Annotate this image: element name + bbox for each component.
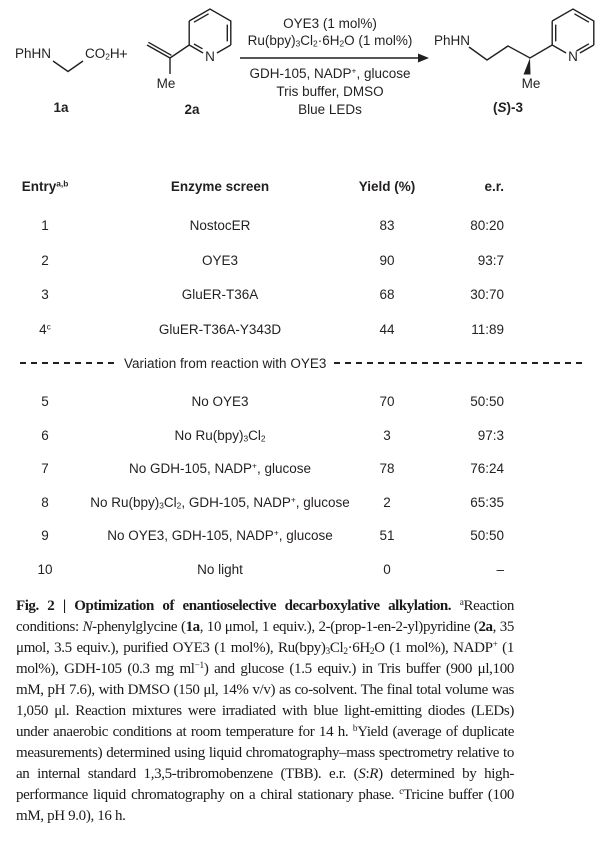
condition-below-2: Tris buffer, DMSO [276, 84, 384, 99]
reactant2-id: 2a [184, 102, 200, 117]
ring-product-double-bonds [555, 13, 590, 52]
ring-product-pyridine [551, 8, 595, 54]
product-amine-label: PhHN [434, 33, 471, 48]
reactant1-id: 1a [53, 100, 69, 115]
cell-enzyme: No Ru(bpy)3Cl2 [174, 427, 266, 444]
cell-yield: 3 [383, 427, 391, 443]
header-enzyme: Enzyme screen [170, 179, 270, 194]
cell-enzyme: No Ru(bpy)3Cl2, GDH-105, NADP+, glucose [90, 493, 350, 511]
cell-yield: 70 [379, 394, 395, 409]
cell-entry: 10 [37, 561, 53, 577]
cell-enzyme: No GDH-105, NADP+, glucose [129, 460, 311, 476]
condition-above-1: OYE3 (1 mol%) [283, 16, 377, 31]
cell-entry: 7 [41, 461, 49, 476]
ring-2a-double-bonds [193, 13, 228, 50]
cell-er: 50:50 [470, 394, 504, 409]
cell-entry: 3 [41, 287, 49, 302]
figure-caption: Fig. 2 | Optimization of enantioselectiv… [16, 597, 515, 824]
ring-2a-pyridine [188, 8, 232, 54]
cell-enzyme: OYE3 [201, 252, 239, 268]
bond-product-chain [468, 44, 553, 61]
cell-er: – [496, 561, 504, 577]
cell-yield: 90 [379, 252, 395, 268]
cell-er: 97:3 [477, 427, 504, 443]
cell-entry: 5 [41, 394, 49, 409]
product-methyl-label: Me [521, 76, 541, 91]
cell-entry: 8 [41, 494, 49, 510]
reaction-arrow-head [418, 53, 429, 63]
cell-entry: 4c [39, 320, 51, 337]
condition-above-2: Ru(bpy)3Cl2·6H2O (1 mol%) [247, 33, 413, 49]
cell-er: 93:7 [477, 252, 504, 268]
divider-label: Variation from reaction with OYE3 [124, 355, 327, 371]
cell-enzyme: No OYE3 [191, 394, 249, 409]
table-row: 7 No GDH-105, NADP+, glucose 78 76:24 [0, 461, 604, 479]
table-row: 4c GluER-T36A-Y343D 44 11:89 [0, 322, 604, 340]
cell-yield: 78 [379, 461, 395, 476]
reactant2-nitrogen-label: N [205, 49, 215, 64]
cell-er: 30:70 [470, 287, 504, 302]
cell-yield: 2 [383, 494, 391, 510]
condition-below-3: Blue LEDs [298, 102, 362, 117]
reactant1-amine-label: PhHN [15, 46, 52, 61]
table-row: 3 GluER-T36A 68 30:70 [0, 287, 604, 305]
product-id: (S)-3 [492, 100, 524, 115]
cell-yield: 0 [383, 561, 391, 577]
bond-2a-vinyl-double [146, 41, 172, 59]
table-row: 6 No Ru(bpy)3Cl2 3 97:3 [0, 428, 604, 446]
cell-entry: 1 [41, 218, 49, 233]
cell-yield: 44 [379, 321, 395, 337]
table-row: 1 NostocER 83 80:20 [0, 218, 604, 236]
cell-er: 80:20 [470, 218, 504, 233]
cell-enzyme: GluER-T36A-Y343D [158, 321, 282, 337]
table-row: 9 No OYE3, GDH-105, NADP+, glucose 51 50… [0, 528, 604, 546]
table-row: 2 OYE3 90 93:7 [0, 253, 604, 271]
scheme-bonds [52, 8, 595, 75]
cell-enzyme: NostocER [189, 218, 251, 233]
results-table: Entrya,b Enzyme screen Yield (%) e.r. 1 … [0, 179, 604, 580]
cell-er: 11:89 [471, 321, 504, 337]
table-row: 5 No OYE3 70 50:50 [0, 394, 604, 412]
cell-er: 76:24 [470, 461, 504, 476]
divider-dash-right [334, 362, 586, 364]
table-section-divider: Variation from reaction with OYE3 [20, 355, 586, 371]
cell-er: 50:50 [470, 528, 504, 543]
cell-enzyme: No light [197, 561, 243, 577]
product-nitrogen-label: N [568, 49, 578, 64]
reaction-scheme: PhHN CO2H + 1a Me N 2a OYE3 (1 mol%) Ru(… [0, 0, 604, 145]
reactant1-acid-label: CO2H [85, 46, 120, 62]
cell-yield: 68 [379, 287, 395, 302]
wedge-bond [523, 58, 531, 75]
header-entry: Entrya,b [21, 178, 69, 194]
divider-dash-left [20, 362, 116, 364]
header-er: e.r. [484, 179, 504, 194]
header-yield: Yield (%) [358, 179, 416, 194]
plus-sign: + [119, 46, 128, 63]
cell-er: 65:35 [470, 494, 504, 510]
cell-enzyme: GluER-T36A [181, 287, 259, 302]
bond-2a-attach [169, 44, 190, 59]
cell-entry: 9 [41, 528, 49, 543]
table-row: 8 No Ru(bpy)3Cl2, GDH-105, NADP+, glucos… [0, 495, 604, 513]
cell-yield: 83 [379, 218, 395, 233]
cell-yield: 51 [379, 528, 395, 543]
reactant2-methyl-label: Me [156, 76, 176, 91]
cell-enzyme: No OYE3, GDH-105, NADP+, glucose [107, 527, 333, 543]
cell-entry: 2 [41, 252, 49, 268]
table-header-row: Entrya,b Enzyme screen Yield (%) e.r. [0, 179, 604, 197]
table-row: 10 No light 0 – [0, 562, 604, 580]
bond-1a [52, 60, 84, 73]
cell-entry: 6 [41, 427, 49, 443]
condition-below-1: GDH-105, NADP+, glucose [249, 65, 411, 81]
